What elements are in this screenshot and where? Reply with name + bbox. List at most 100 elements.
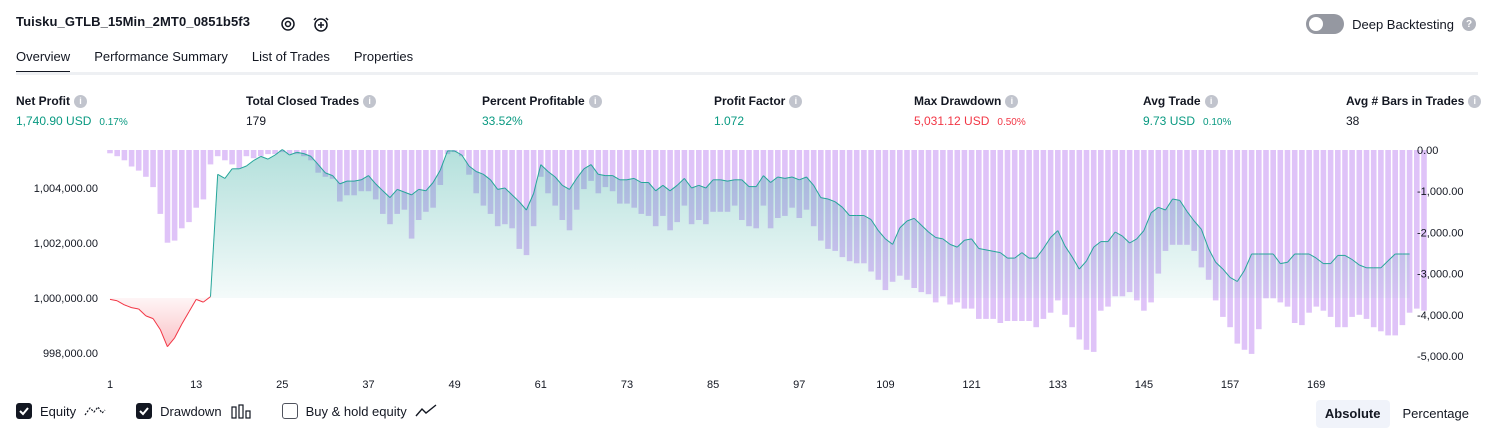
- drawdown-bar: [1363, 150, 1370, 319]
- metric-percent: 0.17%: [99, 117, 128, 128]
- equity-line-segment: [834, 201, 843, 208]
- drawdown-bar: [1270, 150, 1276, 299]
- equity-line-segment: [1308, 253, 1317, 259]
- help-icon[interactable]: ?: [1462, 17, 1476, 31]
- equity-line-segment: [899, 220, 908, 229]
- equity-line-segment: [784, 176, 793, 179]
- drawdown-bar: [1414, 150, 1420, 309]
- equity-loss-area: [110, 298, 1410, 347]
- equity-line-segment: [928, 231, 937, 238]
- equity-line-segment: [698, 184, 707, 189]
- x-tick-label: 85: [707, 379, 719, 391]
- deep-backtesting-toggle[interactable]: [1306, 14, 1345, 34]
- drawdown-bar: [286, 150, 293, 155]
- info-icon[interactable]: i: [789, 94, 803, 108]
- drawdown-bar: [143, 150, 149, 177]
- percentage-button[interactable]: Percentage: [1402, 406, 1470, 421]
- equity-line-segment: [885, 238, 893, 245]
- legend-equity[interactable]: Equity: [16, 403, 106, 419]
- drawdown-bar: [351, 150, 357, 196]
- drawdown-bar: [1406, 150, 1413, 313]
- tab-list-of-trades[interactable]: List of Trades: [251, 49, 330, 64]
- metric-value: 1,740.90 USD: [16, 114, 92, 128]
- info-icon[interactable]: i: [1204, 94, 1218, 108]
- drawdown-bar: [1256, 150, 1262, 330]
- equity-line-segment: [942, 238, 951, 245]
- drawdown-bar: [1378, 150, 1384, 332]
- equity-line-segment: [511, 194, 520, 203]
- equity-line-segment: [497, 187, 505, 190]
- equity-line-segment: [1186, 211, 1195, 222]
- equity-line-segment: [920, 224, 929, 233]
- drawdown-bar: [954, 150, 961, 303]
- drawdown-bar: [207, 150, 214, 165]
- equity-line-segment: [260, 155, 269, 160]
- metric-value: 1.072: [714, 114, 745, 128]
- info-icon[interactable]: i: [363, 94, 377, 108]
- info-icon[interactable]: i: [1005, 94, 1019, 108]
- drawdown-bar: [121, 150, 128, 161]
- tabs-divider: [16, 72, 1478, 75]
- drawdown-bar: [1370, 150, 1377, 328]
- equity-line-segment: [246, 160, 254, 167]
- drawdown-bar: [1306, 150, 1312, 313]
- legend-buy-hold[interactable]: Buy & hold equity: [281, 403, 437, 419]
- tab-properties[interactable]: Properties: [353, 49, 414, 64]
- equity-line-segment: [281, 149, 290, 156]
- info-icon[interactable]: i: [588, 94, 602, 108]
- metric-avg-trade: Avg Trade i 9.73 USD 0.10%: [1143, 94, 1231, 128]
- info-icon[interactable]: i: [74, 94, 87, 108]
- equity-line-segment: [691, 184, 699, 189]
- metric-label: Avg # Bars in Trades: [1346, 94, 1465, 108]
- equity-line-segment: [633, 177, 642, 183]
- equity-line-segment: [1014, 252, 1023, 259]
- equity-line-segment: [813, 185, 822, 198]
- equity-line-segment: [1315, 257, 1324, 264]
- equity-line-segment: [375, 183, 384, 192]
- equity-line-segment: [289, 151, 297, 156]
- drawdown-bar: [322, 150, 329, 177]
- drawdown-bar: [358, 150, 365, 192]
- equity-line-segment: [439, 150, 448, 171]
- drawdown-checkbox[interactable]: [136, 403, 153, 419]
- equity-line-segment: [993, 250, 1001, 254]
- x-tick-label: 61: [535, 379, 547, 391]
- absolute-button[interactable]: Absolute: [1315, 400, 1390, 428]
- y-right-tick-label: -2,000.00: [1417, 227, 1463, 239]
- drawdown-bar: [337, 150, 343, 202]
- tab-overview[interactable]: Overview: [16, 40, 71, 74]
- drawdown-bar: [703, 150, 709, 225]
- buy-hold-checkbox[interactable]: [281, 403, 298, 419]
- equity-line-segment: [877, 230, 886, 240]
- equity-line-segment: [332, 175, 341, 185]
- drawdown-bar: [1019, 150, 1025, 321]
- drawdown-bar: [1399, 150, 1406, 326]
- drawdown-bar: [229, 150, 235, 165]
- equity-line-segment: [196, 298, 204, 303]
- drawdown-bar: [1169, 150, 1176, 245]
- equity-line-segment: [1136, 230, 1145, 240]
- y-left-tick-label: 998,000.00: [43, 348, 98, 360]
- equity-line-segment: [906, 217, 915, 222]
- metric-label: Net Profit: [16, 94, 70, 108]
- x-tick-label: 109: [876, 379, 894, 391]
- legend-drawdown[interactable]: Drawdown: [136, 403, 251, 419]
- equity-line-segment: [518, 201, 527, 211]
- drawdown-bar: [1320, 150, 1327, 311]
- settings-gear-icon[interactable]: [278, 14, 298, 34]
- equity-line-segment: [1057, 230, 1066, 247]
- scale-switch: Absolute Percentage: [1315, 400, 1478, 428]
- y-right-tick-label: -3,000.00: [1417, 269, 1463, 281]
- tab-performance-summary[interactable]: Performance Summary: [94, 49, 228, 64]
- alarm-add-icon[interactable]: [311, 14, 331, 34]
- buy-hold-line-icon: [415, 404, 437, 417]
- equity-line-segment: [842, 206, 850, 216]
- drawdown-bar: [538, 150, 544, 177]
- equity-line-segment: [1107, 231, 1116, 242]
- equity-drawdown-chart: 1,004,000.00 1,002,000.00 1,000,000.00 998,…: [34, 145, 1464, 391]
- equity-line-segment: [540, 164, 549, 172]
- equity-line-segment: [1351, 259, 1360, 266]
- info-icon[interactable]: i: [1468, 94, 1482, 108]
- y-left-tick-label: 1,002,000.00: [34, 238, 98, 250]
- equity-checkbox[interactable]: [16, 403, 32, 419]
